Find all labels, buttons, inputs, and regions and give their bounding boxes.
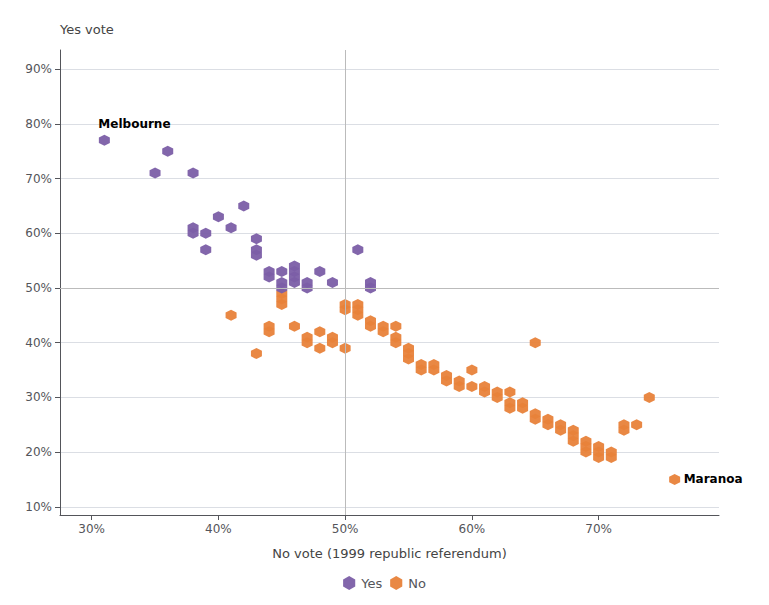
svg-text:60%: 60% [459,522,486,536]
svg-text:No: No [408,576,426,591]
svg-text:10%: 10% [25,500,52,514]
svg-text:60%: 60% [25,226,52,240]
svg-text:90%: 90% [25,62,52,76]
svg-text:50%: 50% [332,522,359,536]
svg-text:Maranoa: Maranoa [684,472,743,486]
svg-text:80%: 80% [25,117,52,131]
svg-text:30%: 30% [78,522,105,536]
svg-text:70%: 70% [25,172,52,186]
svg-text:Yes: Yes [360,576,382,591]
svg-text:20%: 20% [25,445,52,459]
svg-text:Melbourne: Melbourne [98,117,170,131]
svg-text:30%: 30% [25,390,52,404]
svg-text:No vote (1999 republic referen: No vote (1999 republic referendum) [272,546,506,561]
svg-text:50%: 50% [25,281,52,295]
svg-text:40%: 40% [205,522,232,536]
svg-text:70%: 70% [585,522,612,536]
svg-text:40%: 40% [25,336,52,350]
svg-text:Yes vote: Yes vote [59,22,114,37]
